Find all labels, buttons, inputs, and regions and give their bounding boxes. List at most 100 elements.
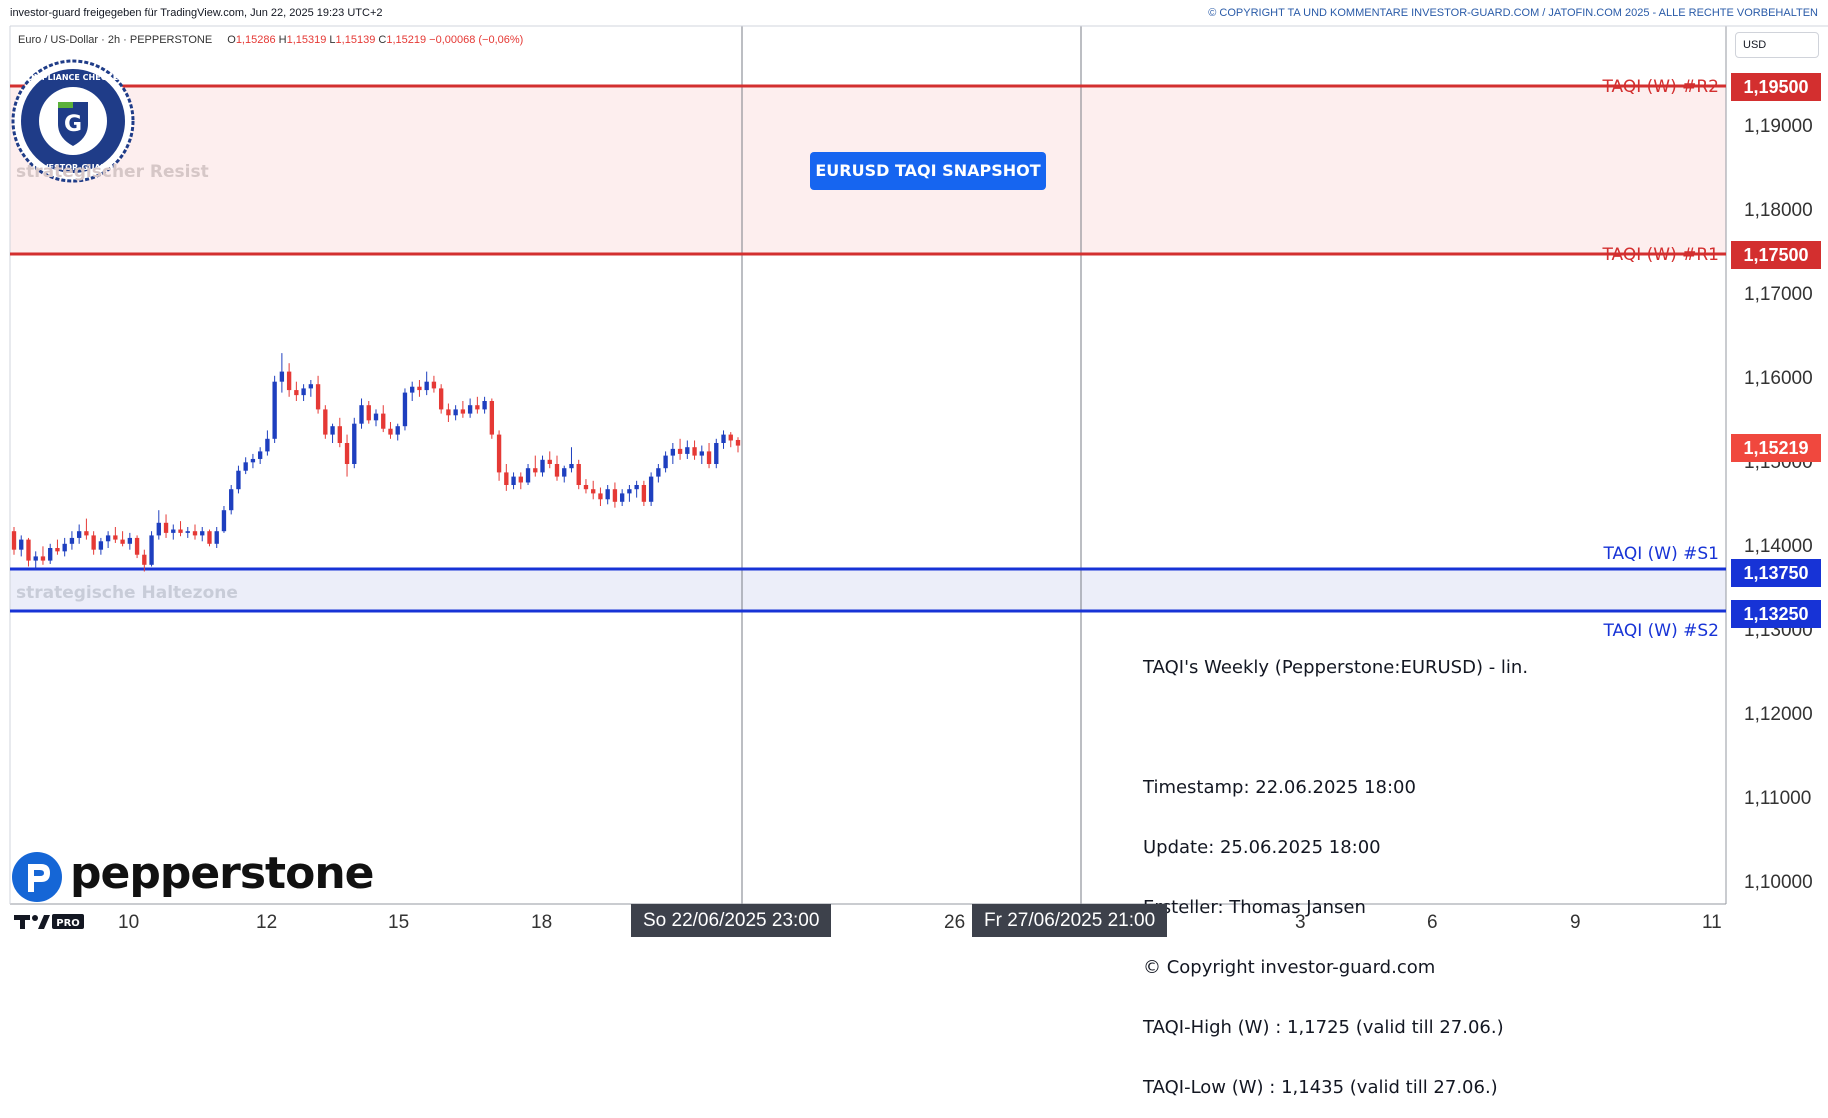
svg-text:G: G (64, 112, 82, 137)
candle-body (40, 556, 46, 561)
candle-body (352, 423, 357, 464)
candle-body (619, 493, 625, 502)
candle-body (525, 468, 531, 483)
candle-body (142, 554, 147, 565)
candle-body (540, 459, 545, 473)
pepperstone-wordmark: pepperstone (70, 848, 374, 899)
tradingview-logo-icon: PRO (14, 914, 84, 929)
candle-body (48, 548, 53, 561)
open-label: O (227, 34, 236, 46)
candle-body (207, 531, 212, 544)
r1-price-tag: 1,17500 (1731, 241, 1821, 269)
candle-body (229, 489, 234, 511)
r2-price-tag: 1,19500 (1731, 73, 1821, 101)
candle-body (410, 386, 415, 393)
symbol-legend[interactable]: Euro / US-Dollar · 2h · PEPPERSTONE O1,1… (18, 34, 523, 46)
candle-body (163, 522, 169, 533)
candle-body (663, 455, 668, 469)
candle-body (272, 381, 277, 439)
candle-body (576, 464, 581, 485)
candle-body (627, 489, 632, 494)
high-value: 1,15319 (286, 34, 327, 46)
candle-body (598, 493, 603, 500)
candle-body (685, 447, 690, 454)
info-author: Ersteller: Thomas Jansen (1143, 897, 1366, 918)
candle-body (424, 381, 429, 391)
candle-body (120, 539, 125, 544)
candle-body (692, 447, 697, 456)
last-price-tag: 1,15219 (1731, 434, 1821, 462)
candle-body (670, 448, 676, 456)
y-tick-label: 1,11000 (1744, 788, 1812, 809)
x-tick-10: 10 (118, 912, 140, 933)
candle-body (185, 531, 190, 533)
candle-body (134, 537, 140, 555)
candle-body (257, 451, 263, 459)
candle-body (728, 434, 733, 441)
high-label: H (278, 34, 287, 46)
x-tick-18: 18 (531, 912, 553, 933)
y-tick-label: 1,17000 (1744, 284, 1813, 305)
candle-body (337, 426, 342, 443)
candle-body (113, 535, 118, 540)
x-tick-9: 9 (1570, 912, 1581, 933)
candle-body (84, 531, 89, 536)
candle-body (366, 405, 371, 421)
info-block: TAQI's Weekly (Pepperstone:EURUSD) - lin… (1143, 618, 1528, 1118)
candle-body (641, 485, 647, 502)
low-label: L (329, 34, 336, 46)
candle-body (533, 468, 538, 473)
candle-body (431, 381, 437, 389)
candle-body (504, 472, 509, 485)
resist-zone-label: strategischer Resist (16, 162, 209, 182)
s1-price-tag: 1,13750 (1731, 559, 1821, 587)
candle-body (489, 401, 495, 435)
candle-body (149, 535, 154, 565)
candle-body (308, 384, 314, 389)
candle-body (518, 476, 523, 483)
candle-body (714, 443, 719, 464)
svg-text:INVESTOR-GUARD: INVESTOR-GUARD (33, 163, 114, 172)
candle-body (33, 556, 38, 561)
candle-body (294, 390, 299, 396)
header-bar: investor-guard freigegeben für TradingVi… (0, 0, 1828, 24)
candle-body (562, 468, 567, 477)
candle-body (19, 539, 24, 550)
candle-body (265, 438, 270, 452)
svg-text:COMPLIANCE CHECKED: COMPLIANCE CHECKED (21, 73, 125, 82)
candle-body (634, 485, 639, 490)
candle-body (344, 443, 350, 464)
close-value: 1,15219 (386, 34, 427, 46)
candle-body (279, 371, 285, 382)
candle-body (569, 464, 574, 469)
candle-body (330, 426, 335, 435)
x-tick-26: 26 (944, 912, 966, 933)
candle-body (496, 434, 502, 473)
candlestick-series (11, 353, 741, 572)
candle-body (221, 510, 227, 532)
price-chart[interactable] (0, 0, 1828, 937)
low-value: 1,15139 (335, 34, 376, 46)
change-value: −0,00068 (−0,06%) (429, 34, 524, 46)
candle-body (11, 531, 17, 550)
copyright-notice: © COPYRIGHT TA UND KOMMENTARE INVESTOR-G… (1208, 7, 1818, 19)
crosshair-date-badge-2: Fr 27/06/2025 21:00 (972, 904, 1168, 937)
y-tick-label: 1,16000 (1744, 368, 1813, 389)
candle-body (76, 531, 82, 538)
candle-body (677, 448, 683, 454)
candle-body (62, 543, 67, 552)
support-zone (10, 569, 1726, 611)
candle-body (735, 439, 741, 446)
candle-body (98, 541, 104, 550)
y-tick-label: 1,19000 (1744, 116, 1813, 137)
candle-body (395, 426, 400, 435)
snapshot-button[interactable]: EURUSD TAQI SNAPSHOT (810, 152, 1046, 190)
candle-body (460, 409, 466, 414)
currency-selector[interactable]: USD (1735, 32, 1819, 58)
candle-body (467, 405, 473, 414)
candle-body (656, 468, 661, 477)
pepperstone-logo-icon (12, 852, 62, 902)
x-tick-3: 3 (1295, 912, 1306, 933)
compliance-seal-icon: G COMPLIANCE CHECKED INVESTOR-GUARD (11, 59, 135, 183)
candle-body (438, 388, 444, 410)
